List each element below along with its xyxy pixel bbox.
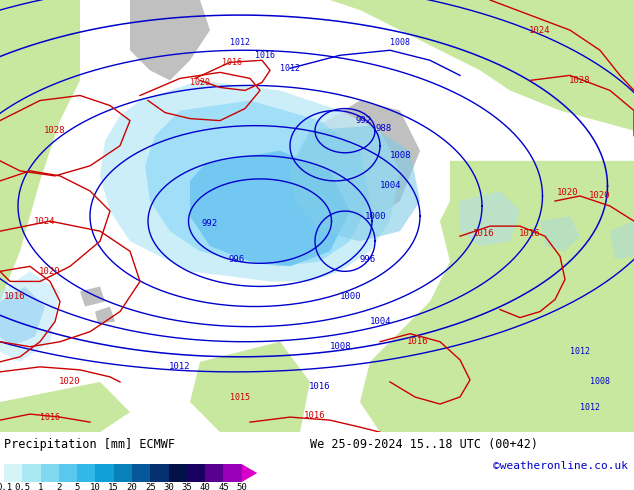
Bar [187,464,205,482]
Text: 1000: 1000 [340,292,361,301]
Text: 1012: 1012 [169,362,191,371]
Polygon shape [360,161,634,432]
Text: We 25-09-2024 15..18 UTC (00+42): We 25-09-2024 15..18 UTC (00+42) [310,438,538,451]
Text: 1008: 1008 [590,377,610,387]
Text: 1016: 1016 [519,229,541,238]
Text: 25: 25 [145,483,156,490]
Text: Precipitation [mm] ECMWF: Precipitation [mm] ECMWF [4,438,175,451]
Text: 35: 35 [181,483,192,490]
Polygon shape [0,271,60,362]
Text: 996: 996 [360,255,376,264]
Text: 2: 2 [56,483,61,490]
Text: 992: 992 [355,116,371,125]
Text: 1016: 1016 [4,292,26,301]
Text: 1020: 1020 [59,377,81,387]
Polygon shape [290,125,420,241]
Text: 1016: 1016 [407,337,429,346]
Bar [169,464,187,482]
Bar [41,464,59,482]
Text: 1020: 1020 [589,192,611,200]
Text: 1012: 1012 [570,347,590,356]
Polygon shape [130,0,210,80]
Text: 40: 40 [200,483,210,490]
Bar [132,464,150,482]
Polygon shape [295,146,325,186]
Text: 1016: 1016 [304,411,326,419]
Polygon shape [242,464,257,482]
Bar [4,464,22,482]
Polygon shape [145,100,370,267]
Text: 1008: 1008 [390,38,410,47]
Bar [77,464,96,482]
Text: 1028: 1028 [569,76,591,85]
Text: 45: 45 [218,483,229,490]
Polygon shape [300,0,634,131]
Polygon shape [300,100,420,221]
Polygon shape [430,362,465,387]
Polygon shape [0,0,80,301]
Text: 1016: 1016 [473,229,495,238]
Polygon shape [400,377,425,395]
Polygon shape [0,382,130,432]
Bar [113,464,132,482]
Text: 50: 50 [236,483,247,490]
Text: ©weatheronline.co.uk: ©weatheronline.co.uk [493,461,628,471]
Text: 30: 30 [163,483,174,490]
Text: 1015: 1015 [230,392,250,401]
Polygon shape [80,287,105,307]
Text: 15: 15 [108,483,119,490]
Text: 1008: 1008 [330,342,351,351]
Text: 1012: 1012 [230,38,250,47]
Text: 996: 996 [229,255,245,264]
Polygon shape [0,287,45,347]
Bar [59,464,77,482]
Polygon shape [540,216,580,251]
Text: 1020: 1020 [190,78,210,87]
Text: 1016: 1016 [255,51,275,60]
Bar [22,464,41,482]
Text: 1008: 1008 [390,151,411,160]
Text: 5: 5 [74,483,80,490]
Text: 1016: 1016 [40,413,60,421]
Polygon shape [590,0,634,80]
Text: 988: 988 [375,124,391,133]
Bar [205,464,223,482]
Polygon shape [100,80,400,281]
Text: 1028: 1028 [44,126,66,135]
Polygon shape [95,307,115,323]
Text: 1012: 1012 [580,403,600,412]
Bar [96,464,113,482]
Text: 0.1: 0.1 [0,483,12,490]
Polygon shape [330,151,370,201]
Text: 1004: 1004 [380,181,401,191]
Text: 1020: 1020 [39,267,61,276]
Text: 1016: 1016 [222,58,242,67]
Text: 1020: 1020 [557,189,579,197]
Polygon shape [190,342,310,432]
Text: 1: 1 [38,483,43,490]
Text: 1024: 1024 [529,25,551,35]
Text: 0.5: 0.5 [14,483,30,490]
Text: 1000: 1000 [365,212,387,220]
Text: 1004: 1004 [370,317,392,326]
Text: 1016: 1016 [309,383,331,392]
Text: 992: 992 [202,219,218,228]
Polygon shape [460,191,520,246]
Bar [150,464,169,482]
Text: 10: 10 [90,483,101,490]
Polygon shape [610,221,634,259]
Text: 20: 20 [127,483,138,490]
Text: 1012: 1012 [280,64,300,73]
Polygon shape [190,151,350,267]
Polygon shape [590,292,634,432]
Text: 1024: 1024 [34,217,56,225]
Bar [223,464,242,482]
